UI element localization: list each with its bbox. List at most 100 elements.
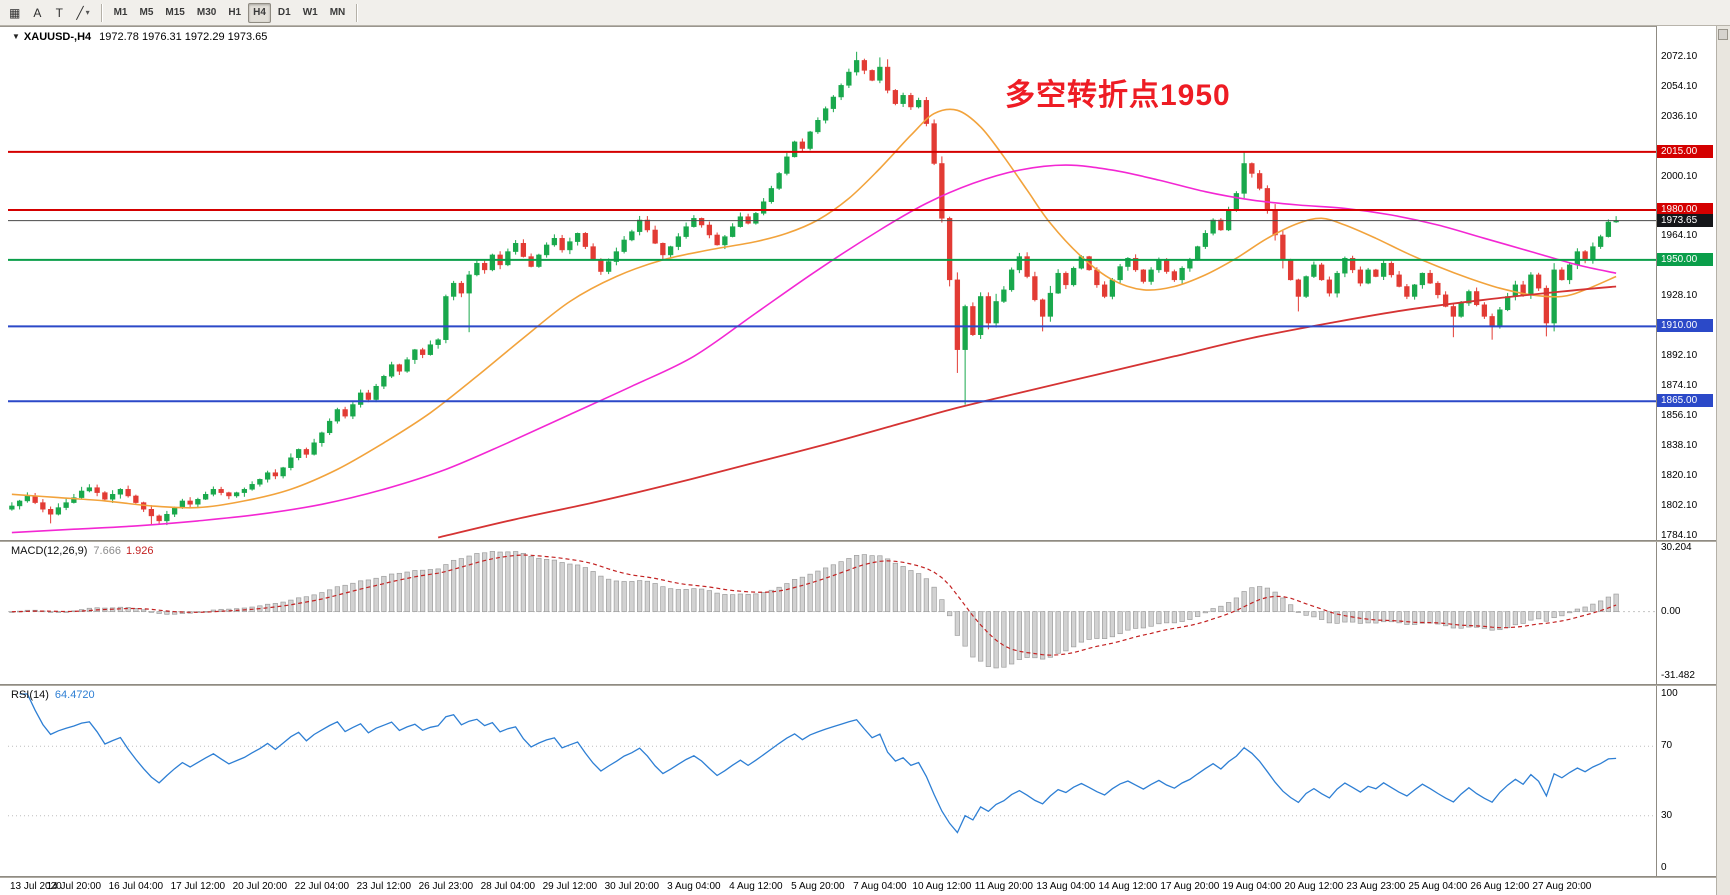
time-axis-label: 23 Aug 23:00 xyxy=(1346,881,1406,892)
time-axis-label: 22 Jul 04:00 xyxy=(294,881,350,892)
time-axis-label: 26 Aug 12:00 xyxy=(1470,881,1530,892)
price-axis-label: 2072.10 xyxy=(1661,50,1698,62)
toolbar-icon-group: ▦ A T ╱ ▾ xyxy=(3,3,96,23)
price-axis-label: 1802.10 xyxy=(1661,499,1698,511)
macd-main-value: 7.666 xyxy=(93,545,121,557)
time-axis-label: 20 Jul 20:00 xyxy=(232,881,288,892)
timeframe-button-m30[interactable]: M30 xyxy=(196,7,217,18)
ma_fast-line xyxy=(11,108,1617,509)
price-axis-label: 1928.10 xyxy=(1661,290,1698,302)
toolbar-separator xyxy=(100,3,103,22)
toolbar-text-label-t-icon[interactable]: T xyxy=(55,5,64,20)
time-axis-label: 4 Aug 12:00 xyxy=(729,881,783,892)
macd-signal-value: 1.926 xyxy=(125,545,154,557)
rsi-value: 64.4720 xyxy=(54,689,95,701)
time-axis[interactable] xyxy=(0,878,1716,895)
time-axis-label: 11 Aug 20:00 xyxy=(974,881,1033,892)
vertical-scrollbar[interactable] xyxy=(1716,26,1730,895)
time-axis-label: 30 Jul 20:00 xyxy=(604,881,660,892)
current-price-badge: 1973.65 xyxy=(1657,213,1713,227)
price-axis-label: 2036.10 xyxy=(1661,110,1698,122)
price-axis[interactable] xyxy=(1656,26,1716,895)
price-axis-label: 1892.10 xyxy=(1661,350,1698,362)
price-axis-label: 1856.10 xyxy=(1661,409,1698,421)
rsi-label: RSI(14) 64.4720 xyxy=(11,689,95,701)
panel-separator[interactable] xyxy=(0,684,1716,686)
toolbar-separator xyxy=(356,3,359,22)
price-axis-label: 1874.10 xyxy=(1661,380,1698,392)
rsi-axis-label: 30 xyxy=(1661,809,1673,821)
time-axis-label: 10 Aug 12:00 xyxy=(912,881,972,892)
timeframe-button-w1[interactable]: W1 xyxy=(302,7,318,18)
timeframe-button-d1[interactable]: D1 xyxy=(277,7,291,18)
collapse-icon[interactable]: ▼ xyxy=(12,32,20,41)
chart-window[interactable] xyxy=(0,26,1716,895)
time-axis-label: 5 Aug 20:00 xyxy=(791,881,845,892)
macd-plot[interactable] xyxy=(8,542,1656,684)
price-axis-label: 2000.10 xyxy=(1661,170,1698,182)
time-axis-label: 23 Jul 12:00 xyxy=(356,881,412,892)
price-axis-label: 1964.10 xyxy=(1661,230,1698,242)
price-axis-label: 1820.10 xyxy=(1661,469,1698,481)
time-axis-label: 25 Aug 04:00 xyxy=(1408,881,1468,892)
toolbar-text-label-a-icon[interactable]: A xyxy=(33,5,42,20)
price-level-badge: 1865.00 xyxy=(1657,394,1713,408)
time-axis-label: 14 Aug 12:00 xyxy=(1098,881,1158,892)
timeframe-button-h4[interactable]: H4 xyxy=(248,2,271,23)
time-axis-label: 3 Aug 04:00 xyxy=(667,881,721,892)
price-level-badge: 2015.00 xyxy=(1657,144,1713,158)
ma_slow-line xyxy=(437,285,1617,539)
time-axis-label: 13 Jul 2020 xyxy=(10,881,62,892)
macd-name: MACD(12,26,9) xyxy=(11,545,88,557)
price-level-badge: 1910.00 xyxy=(1657,319,1713,333)
timeframe-button-m5[interactable]: M5 xyxy=(139,7,154,18)
panel-separator[interactable] xyxy=(0,540,1716,542)
chart-header: ▼ XAUUSD-,H4 1972.78 1976.31 1972.29 1973.… xyxy=(12,31,267,43)
rsi-name: RSI(14) xyxy=(11,689,49,701)
timeframe-button-m1[interactable]: M1 xyxy=(113,7,128,18)
time-axis-label: 17 Aug 20:00 xyxy=(1160,881,1220,892)
macd-label: MACD(12,26,9) 7.666 1.926 xyxy=(11,545,153,557)
candlestick-plot[interactable] xyxy=(8,28,1656,540)
time-axis-label: 28 Jul 04:00 xyxy=(480,881,536,892)
time-axis-label: 16 Jul 04:00 xyxy=(108,881,164,892)
time-axis-label: 13 Aug 04:00 xyxy=(1036,881,1096,892)
price-axis-label: 1838.10 xyxy=(1661,439,1698,451)
timeframe-button-mn[interactable]: MN xyxy=(329,7,346,18)
rsi-line xyxy=(19,693,1617,834)
rsi-axis-label: 100 xyxy=(1661,688,1678,699)
symbol-period-label: XAUUSD-,H4 xyxy=(23,31,92,43)
panel-separator[interactable] xyxy=(0,876,1716,878)
timeframe-button-m15[interactable]: M15 xyxy=(165,7,185,18)
macd-axis-label: 30.204 xyxy=(1661,542,1692,553)
toolbar: ▦ A T ╱ ▾ M1 M5 M15 M30 H1 H4 D1 W1 MN xyxy=(0,0,1730,26)
price-axis-label: 2054.10 xyxy=(1661,80,1698,92)
ohlc-values: 1972.78 1976.31 1972.29 1973.65 xyxy=(99,31,268,43)
macd-signal-line xyxy=(11,554,1617,656)
horizontal-level-lines xyxy=(8,150,1656,403)
timeframe-button-h1[interactable]: H1 xyxy=(228,7,242,18)
toolbar-trendline-tool-icon[interactable]: ╱ ▾ xyxy=(76,5,90,20)
price-level-badge: 1980.00 xyxy=(1657,203,1713,217)
time-axis-label: 26 Jul 23:00 xyxy=(418,881,474,892)
price-level-badge: 1950.00 xyxy=(1657,252,1713,266)
macd-axis-label: -31.482 xyxy=(1661,670,1695,681)
candles-layer xyxy=(9,51,1619,526)
time-axis-label: 14 Jul 20:00 xyxy=(46,881,102,892)
ma_mid-line xyxy=(11,164,1617,534)
rsi-axis-label: 0 xyxy=(1661,862,1667,873)
time-axis-label: 27 Aug 20:00 xyxy=(1532,881,1592,892)
time-axis-label: 29 Jul 12:00 xyxy=(542,881,598,892)
rsi-axis-label: 70 xyxy=(1661,740,1673,752)
macd-axis-label: 0.00 xyxy=(1661,605,1681,617)
time-axis-label: 17 Jul 12:00 xyxy=(170,881,226,892)
rsi-plot[interactable] xyxy=(8,686,1656,876)
chart-annotation-text[interactable]: 多空转折点1950 xyxy=(1005,79,1231,112)
toolbar-chart-grid-icon[interactable]: ▦ xyxy=(9,5,21,20)
scrollbar-thumb[interactable] xyxy=(1718,29,1728,40)
timeframe-button-group: M1 M5 M15 M30 H1 H4 D1 W1 MN xyxy=(108,2,352,23)
time-axis-label: 20 Aug 12:00 xyxy=(1284,881,1344,892)
price-axis-label: 1784.10 xyxy=(1661,529,1698,541)
time-axis-label: 19 Aug 04:00 xyxy=(1222,881,1282,892)
time-axis-label: 7 Aug 04:00 xyxy=(853,881,907,892)
